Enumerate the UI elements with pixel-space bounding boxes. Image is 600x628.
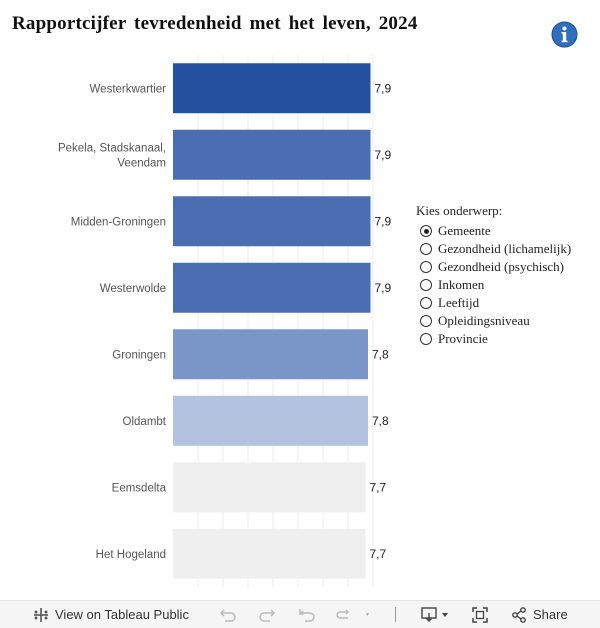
data-label: 7,7 [370,547,387,561]
view-on-tableau-button[interactable]: View on Tableau Public [33,601,189,628]
filter-option-label: Inkomen [438,277,485,292]
data-label: 7,7 [370,480,387,494]
category-label: Oldambt [123,416,167,428]
redo-icon [259,608,276,622]
info-icon[interactable] [551,21,578,48]
filter-option-label: Provincie [438,331,488,346]
category-label: Westerwolde [100,283,166,295]
filter-option[interactable]: Gemeente [416,222,596,240]
chart-title: Rapportcijfer tevredenheid met het leven… [12,13,418,34]
share-button[interactable]: Share [511,601,568,628]
tableau-icon [34,607,48,622]
download-button[interactable] [421,601,451,628]
revert-button[interactable] [298,601,316,628]
bar[interactable] [173,329,368,380]
filter-option[interactable]: Gezondheid (psychisch) [416,258,596,276]
data-label: 7,9 [375,214,392,228]
category-label: Midden-Groningen [71,216,166,228]
refresh-button[interactable] [336,601,370,628]
data-label: 7,9 [375,281,392,295]
data-label: 7,8 [372,414,389,428]
category-label: Groningen [112,349,166,361]
fullscreen-button[interactable] [472,601,488,628]
category-label: Het Hogeland [96,549,166,561]
radio-button[interactable] [420,333,432,345]
subject-filter: Kies onderwerp: Gemeente Gezondheid (lich… [416,203,596,348]
radio-button[interactable] [420,225,432,237]
bar[interactable] [173,395,368,446]
undo-button[interactable] [219,601,237,628]
revert-icon [299,608,315,622]
refresh-icon [336,608,369,619]
redo-button[interactable] [258,601,276,628]
filter-option-label: Gezondheid (psychisch) [438,259,564,274]
bar[interactable] [173,196,371,247]
undo-icon [219,608,236,622]
filter-title: Kies onderwerp: [416,203,503,218]
data-label: 7,9 [375,148,392,162]
radio-button[interactable] [420,279,432,291]
filter-option-label: Opleidingsniveau [438,313,530,328]
radio-button[interactable] [420,297,432,309]
bar[interactable] [173,528,366,579]
radio-button[interactable] [420,315,432,327]
bar[interactable] [173,129,371,180]
category-label: Eemsdelta [112,482,167,494]
filter-option-label: Gezondheid (lichamelijk) [438,241,572,256]
bar[interactable] [173,63,371,114]
data-label: 7,8 [372,347,389,361]
category-label: Pekela, Stadskanaal, Veendam [58,142,166,169]
filter-option[interactable]: Opleidingsniveau [416,312,596,330]
category-label: Westerkwartier [90,83,167,95]
filter-option[interactable]: Provincie [416,330,596,348]
share-icon [512,606,526,623]
bar[interactable] [173,262,371,313]
bar-chart: 7,9 Westerkwartier 7,9 Pekela, Stadskanaal,… [58,55,392,587]
filter-option-label: Leeftijd [438,295,480,310]
view-on-tableau-label: View on Tableau Public [55,607,189,622]
filter-option[interactable]: Gezondheid (lichamelijk) [416,240,596,258]
tableau-toolbar: View on Tableau Public Share [0,600,600,628]
fullscreen-icon [472,606,488,623]
share-label: Share [533,607,568,622]
bar[interactable] [173,462,366,513]
radio-button[interactable] [420,261,432,273]
filter-option-label: Gemeente [438,223,491,238]
toolbar-divider [395,607,396,622]
filter-options: Gemeente Gezondheid (lichamelijk) Gezondhe… [416,222,596,348]
download-icon [421,606,448,622]
filter-option[interactable]: Inkomen [416,276,596,294]
filter-option[interactable]: Leeftijd [416,294,596,312]
data-label: 7,9 [375,81,392,95]
radio-button[interactable] [420,243,432,255]
